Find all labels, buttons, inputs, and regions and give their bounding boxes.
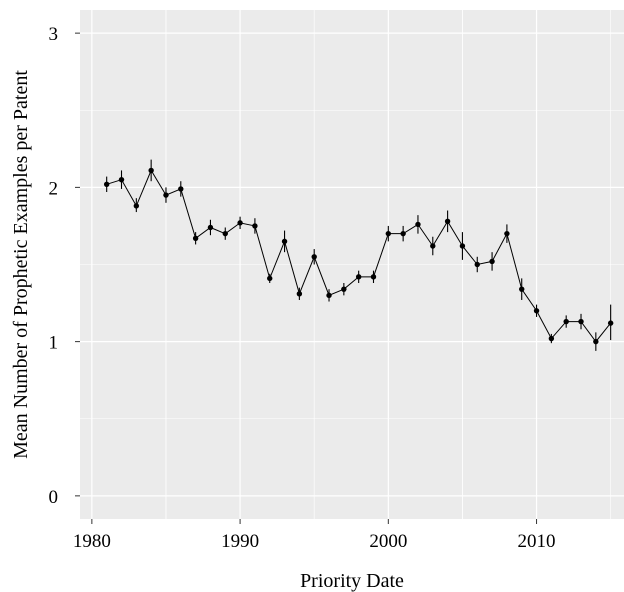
data-point — [459, 243, 466, 249]
y-tick-label: 3 — [49, 24, 59, 45]
data-point — [533, 308, 540, 314]
data-point — [237, 220, 243, 226]
x-axis-title: Priority Date — [300, 570, 404, 592]
tick-labels: 1980 1990 2000 2010 0 1 2 3 — [49, 24, 556, 552]
data-point — [192, 235, 199, 241]
data-point — [607, 320, 614, 326]
data-point — [400, 230, 406, 237]
data-point — [148, 167, 154, 174]
data-point — [296, 291, 303, 297]
x-tick-label: 1990 — [221, 531, 259, 552]
data-point — [355, 274, 362, 280]
data-point — [474, 261, 480, 268]
data-point — [444, 218, 451, 225]
data-point — [252, 223, 258, 229]
data-point — [267, 275, 273, 282]
data-point — [578, 318, 584, 325]
y-axis-title: Mean Number of Prophetic Examples per Pa… — [10, 70, 32, 459]
data-point — [385, 230, 392, 237]
data-point — [207, 224, 214, 231]
data-point — [504, 230, 510, 237]
x-tick-label: 1980 — [73, 531, 111, 552]
y-tick-label: 1 — [49, 333, 59, 354]
data-points — [103, 167, 614, 345]
data-point — [281, 238, 288, 245]
data-point — [311, 254, 317, 260]
data-point — [548, 335, 555, 342]
data-point — [163, 192, 169, 198]
y-tick-label: 2 — [49, 178, 59, 199]
y-tick-label: 0 — [49, 487, 59, 508]
major-gridlines — [80, 10, 624, 519]
x-tick-label: 2000 — [369, 531, 407, 552]
x-tick-label: 2010 — [518, 531, 556, 552]
data-point — [593, 338, 599, 345]
axis-ticks — [75, 32, 538, 524]
data-point — [326, 292, 332, 299]
data-point — [118, 176, 125, 183]
data-point — [178, 186, 184, 192]
data-point — [563, 318, 569, 325]
data-point — [430, 243, 436, 249]
data-point — [370, 274, 377, 280]
data-point — [133, 203, 140, 209]
data-point — [103, 181, 110, 187]
data-point — [519, 286, 525, 292]
data-point — [341, 286, 347, 292]
data-point — [489, 258, 495, 265]
data-point — [222, 230, 228, 237]
data-point — [415, 221, 421, 228]
